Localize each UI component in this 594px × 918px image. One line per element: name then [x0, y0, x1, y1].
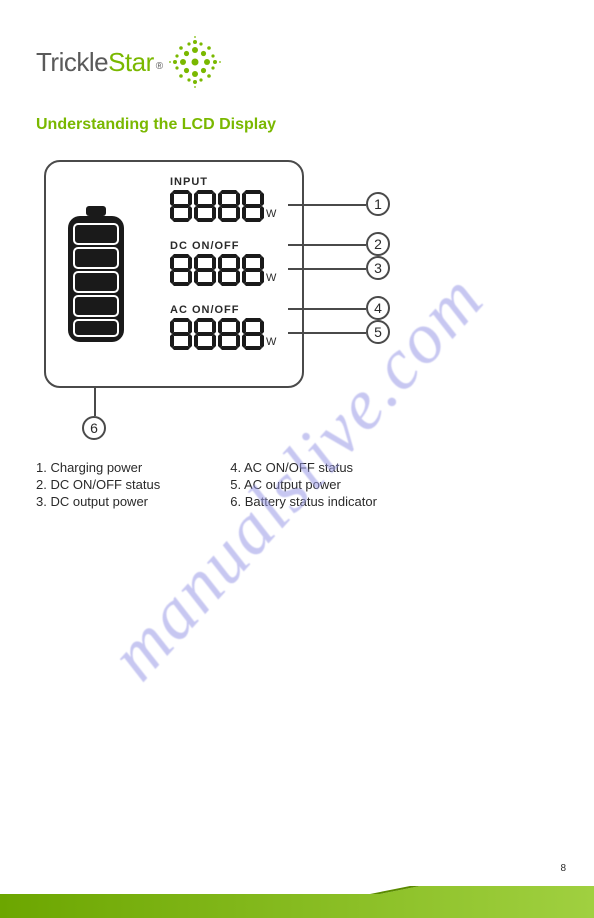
logo-dots-icon — [169, 36, 221, 88]
legend-item: 3. DC output power — [36, 494, 160, 509]
callout-1-num: 1 — [374, 196, 382, 212]
callout-6-num: 6 — [90, 420, 98, 436]
callout-5: 5 — [366, 320, 390, 344]
callout-line — [288, 332, 366, 334]
legend-item: 2. DC ON/OFF status — [36, 477, 160, 492]
lcd-input-block: INPUT W — [170, 176, 276, 222]
lcd-ac-block: AC ON/OFF W — [170, 304, 276, 350]
callout-3-num: 3 — [374, 260, 382, 276]
logo-text: TrickleStar® — [36, 47, 163, 78]
logo-registered: ® — [156, 61, 163, 72]
callout-line — [288, 204, 366, 206]
callout-6: 6 — [82, 416, 106, 440]
callout-4: 4 — [366, 296, 390, 320]
lcd-ac-unit: W — [266, 336, 276, 348]
callout-line — [288, 244, 366, 246]
callout-line — [94, 386, 96, 416]
legend-item: 6. Battery status indicator — [230, 494, 377, 509]
legend-item: 4. AC ON/OFF status — [230, 460, 377, 475]
lcd-dc-label: DC ON/OFF — [170, 240, 276, 252]
footer-banner — [0, 886, 594, 918]
legend-col-left: 1. Charging power 2. DC ON/OFF status 3.… — [36, 460, 160, 509]
lcd-dc-digits — [170, 254, 264, 286]
legend-item: 1. Charging power — [36, 460, 160, 475]
section-title: Understanding the LCD Display — [36, 116, 276, 134]
logo-part2: Star — [108, 47, 154, 77]
callout-line — [288, 268, 366, 270]
lcd-input-label: INPUT — [170, 176, 276, 188]
legend-item: 5. AC output power — [230, 477, 377, 492]
legend-col-right: 4. AC ON/OFF status 5. AC output power 6… — [230, 460, 377, 509]
page-number: 8 — [560, 863, 566, 874]
callout-4-num: 4 — [374, 300, 382, 316]
lcd-dc-block: DC ON/OFF W — [170, 240, 276, 286]
battery-icon — [64, 206, 128, 346]
lcd-dc-unit: W — [266, 272, 276, 284]
lcd-diagram: INPUT W DC ON/OFF — [44, 160, 304, 388]
callout-line — [288, 308, 366, 310]
callout-3: 3 — [366, 256, 390, 280]
lcd-ac-label: AC ON/OFF — [170, 304, 276, 316]
lcd-input-digits — [170, 190, 264, 222]
callout-5-num: 5 — [374, 324, 382, 340]
callout-2: 2 — [366, 232, 390, 256]
brand-logo: TrickleStar® — [36, 36, 221, 88]
lcd-frame: INPUT W DC ON/OFF — [44, 160, 304, 388]
callout-1: 1 — [366, 192, 390, 216]
lcd-ac-digits — [170, 318, 264, 350]
legend: 1. Charging power 2. DC ON/OFF status 3.… — [36, 460, 377, 509]
logo-part1: Trickle — [36, 47, 108, 77]
manual-page: TrickleStar® Understanding — [0, 0, 594, 918]
lcd-input-unit: W — [266, 208, 276, 220]
callout-2-num: 2 — [374, 236, 382, 252]
